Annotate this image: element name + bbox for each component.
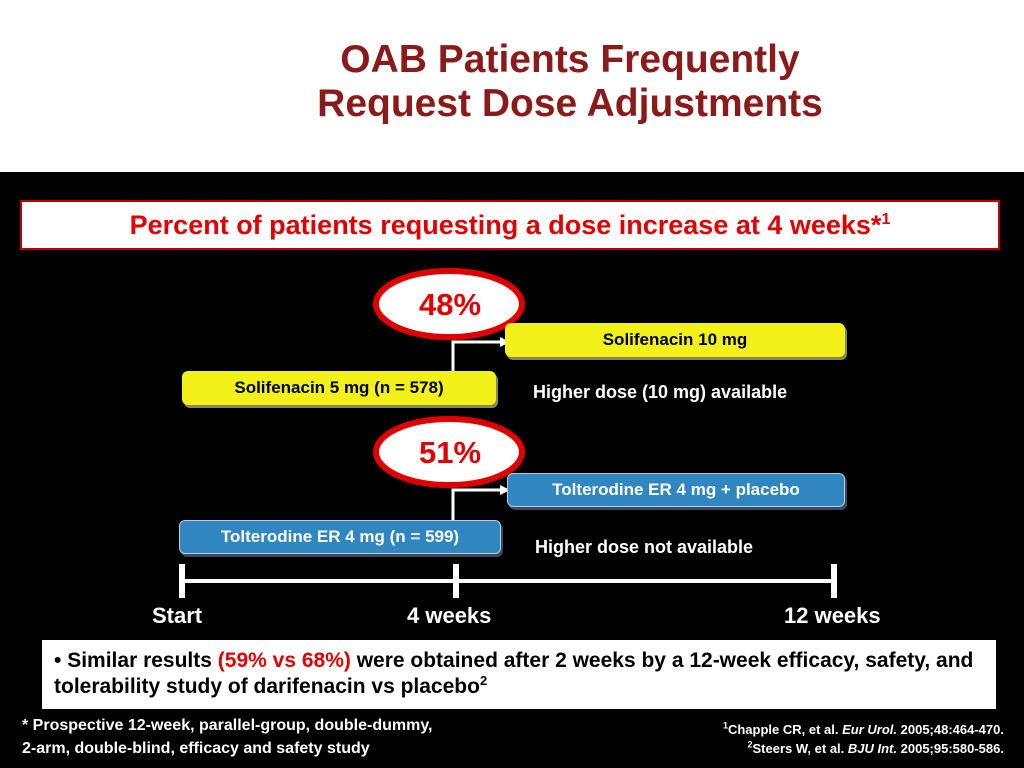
solifenacin-connector: [451, 340, 500, 372]
footnote-line-2: 2-arm, double-blind, efficacy and safety…: [22, 740, 370, 757]
reference-1-journal: Eur Urol.: [842, 722, 898, 737]
title-line-2: Request Dose Adjustments: [317, 82, 823, 125]
bullet-highlight: (59% vs 68%): [217, 649, 351, 672]
reference-1: 1Chapple CR, et al. Eur Urol. 2005;48:46…: [723, 720, 1004, 739]
solifenacin-percent: 48%: [418, 287, 482, 322]
timeline-label-start: Start: [152, 603, 203, 628]
solifenacin-10mg-box: Solifenacin 10 mg: [505, 323, 845, 357]
reference-1-number: 1: [722, 720, 728, 731]
reference-1-authors: Chapple CR, et al.: [727, 722, 843, 737]
timeline-label-4-weeks: 4 weeks: [407, 603, 492, 628]
tolterodine-start-box: Tolterodine ER 4 mg (n = 599): [179, 520, 501, 554]
tolterodine-connector: [451, 488, 500, 521]
bullet-box: • Similar results (59% vs 68%) were obta…: [42, 640, 996, 709]
subtitle: Percent of patients requesting a dose in…: [22, 202, 998, 248]
bullet-marker: •: [54, 649, 62, 672]
footnote-line-1: * Prospective 12-week, parallel-group, d…: [22, 717, 433, 734]
subtitle-text: Percent of patients requesting a dose in…: [129, 210, 882, 240]
reference-2-authors: Steers W, et al.: [752, 741, 848, 756]
tolterodine-percent: 51%: [418, 435, 482, 470]
reference-2-details: 2005;95:580-586.: [897, 741, 1004, 756]
reference-2-journal: BJU Int.: [847, 741, 898, 756]
reference-2: 2Steers W, et al. BJU Int. 2005;95:580-5…: [723, 739, 1005, 758]
subtitle-superscript: 1: [881, 211, 891, 228]
footnote: * Prospective 12-week, parallel-group, d…: [22, 714, 432, 760]
tolterodine-note: Higher dose not available: [535, 537, 754, 557]
solifenacin-note: Higher dose (10 mg) available: [533, 382, 788, 402]
tolterodine-placebo-box: Tolterodine ER 4 mg + placebo: [507, 473, 845, 507]
percent-ellipse-solifenacin: [373, 268, 525, 340]
bullet-superscript: 2: [479, 673, 488, 688]
reference-1-details: 2005;48:464-470.: [897, 722, 1004, 737]
percent-ellipse-tolterodine: [373, 416, 525, 488]
references: 1Chapple CR, et al. Eur Urol. 2005;48:46…: [723, 720, 1004, 758]
header-area: OAB Patients Frequently Request Dose Adj…: [0, 0, 1024, 172]
solifenacin-5mg-box: Solifenacin 5 mg (n = 578): [182, 371, 496, 405]
timeline-label-12-weeks: 12 weeks: [784, 603, 881, 628]
tolterodine-arrowhead: [500, 485, 510, 495]
subtitle-box: Percent of patients requesting a dose in…: [20, 200, 1000, 250]
bullet-text: • Similar results (59% vs 68%) were obta…: [54, 648, 984, 700]
title-line-1: OAB Patients Frequently: [340, 38, 800, 81]
reference-2-number: 2: [747, 739, 753, 750]
bullet-post: were obtained after 2 weeks by a 12-week…: [54, 649, 974, 698]
bullet-pre: Similar results: [67, 649, 218, 672]
